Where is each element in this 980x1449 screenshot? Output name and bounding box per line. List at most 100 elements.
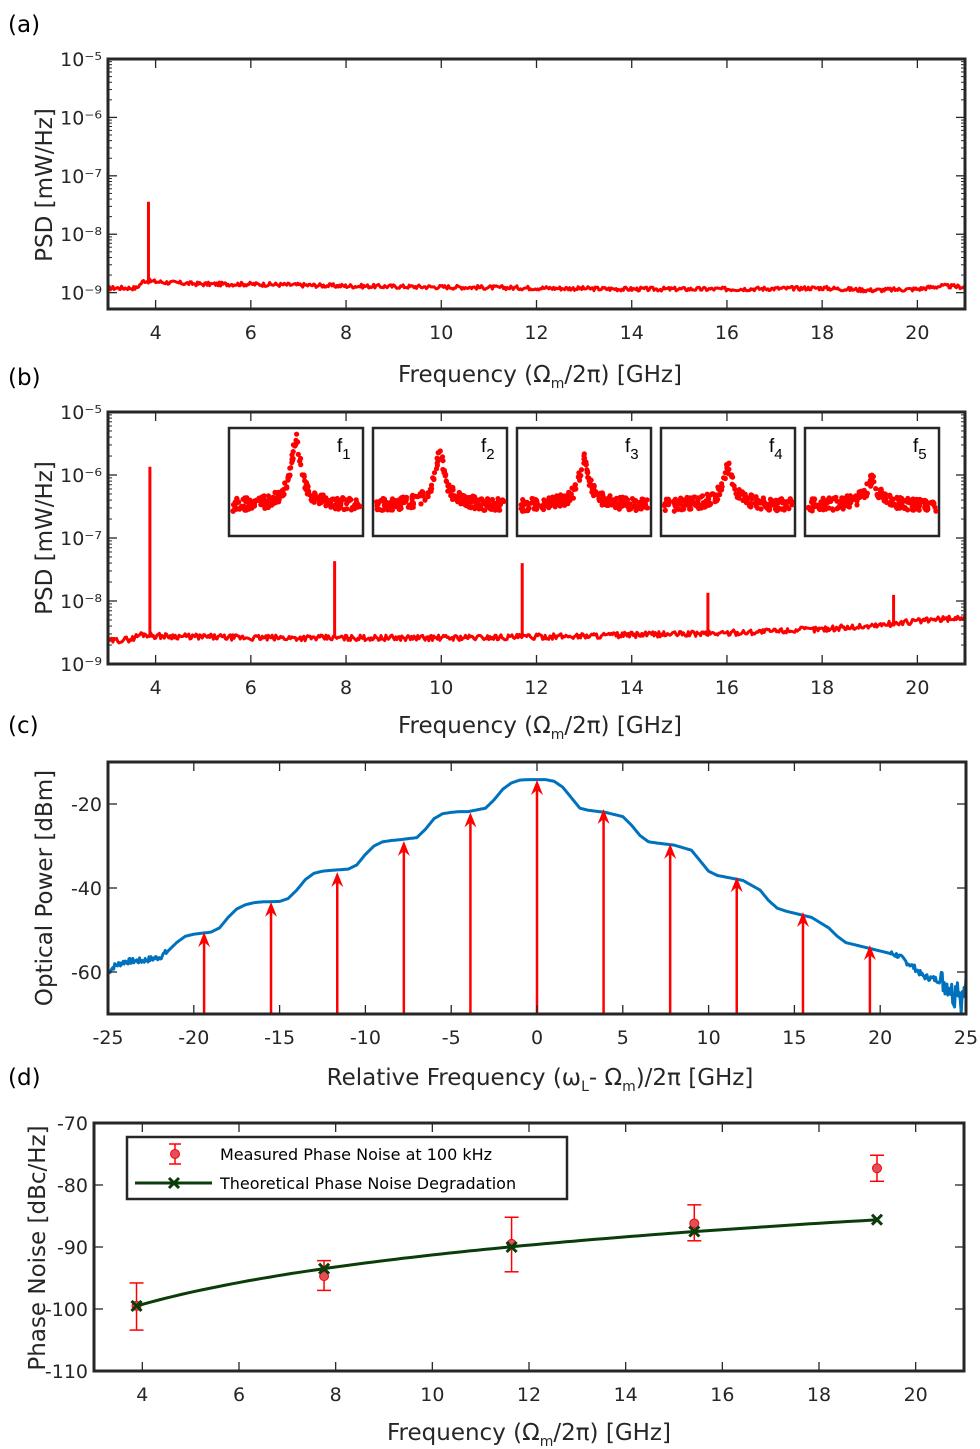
panel-d-phase-noise: 4 6 8 10 12 14 16 18 20 -70 -80 -90 -100 -110 Measure… — [25, 1113, 966, 1449]
inset-point — [676, 506, 682, 512]
inset-label-sub: 5 — [918, 446, 926, 463]
panel-c-xlabel: Relative Frequency (ωL- Ωm)/2π [GHz] — [327, 1065, 754, 1095]
inset-point — [742, 494, 748, 500]
inset-point — [922, 497, 928, 503]
inset-point — [599, 491, 605, 497]
inset-point — [557, 503, 563, 509]
plot-frame — [106, 760, 968, 1016]
inset-point — [678, 495, 684, 501]
inset-point — [554, 493, 560, 499]
x-tick-label: 10 — [697, 1027, 721, 1049]
inset-point — [281, 491, 287, 497]
x-tick-label: 15 — [782, 1027, 806, 1049]
inset-point — [568, 493, 574, 499]
inset-label-sub: 2 — [486, 446, 494, 463]
inset-point — [695, 497, 701, 504]
comb-arrow-head — [331, 872, 344, 888]
x-tick-label: 12 — [524, 322, 548, 344]
inset-point — [642, 503, 649, 510]
inset-point — [581, 451, 587, 457]
inset-point — [425, 490, 431, 496]
inset-point — [533, 501, 539, 507]
inset-point — [480, 500, 486, 506]
inset-point — [234, 500, 240, 506]
inset-point — [779, 506, 786, 512]
panel-label-a: (a) — [8, 12, 40, 38]
inset-point — [287, 465, 293, 471]
inset-point — [420, 493, 426, 499]
x-tick-label: 16 — [710, 1384, 734, 1406]
inset-point — [617, 500, 624, 506]
inset-point — [310, 496, 316, 502]
legend-label-theoretical: Theoretical Phase Noise Degradation — [219, 1174, 516, 1193]
inset-point — [882, 491, 889, 497]
inset-point — [518, 506, 524, 512]
inset-label-sub: 1 — [342, 446, 350, 463]
inset-point — [616, 506, 622, 512]
inset-point — [729, 472, 735, 478]
inset-point — [773, 500, 780, 506]
x-tick-label: -10 — [350, 1027, 381, 1049]
x-tick-label: 25 — [954, 1027, 978, 1049]
comb-arrow — [597, 809, 610, 1014]
theoretical-curve — [136, 1218, 878, 1308]
inset-point — [328, 504, 334, 510]
panel-c-optical-spectrum: -25 -20 -15 -10 -5 0 5 10 15 20 25 -20 -40 -60 Optica… — [32, 760, 978, 1095]
inset-point — [670, 498, 677, 504]
inset-point — [596, 498, 603, 504]
inset-point — [461, 493, 467, 499]
y-tick-label: -100 — [45, 1299, 88, 1321]
comb-arrow — [464, 812, 477, 1014]
x-tick-label: -20 — [178, 1027, 209, 1049]
inset-frame — [515, 426, 653, 538]
inset-point — [320, 492, 326, 498]
inset-point — [662, 507, 668, 513]
inset-point — [641, 497, 647, 503]
theoretical-marker — [505, 1240, 518, 1254]
x-tick-label: 20 — [905, 322, 929, 344]
panel-d-xlabel: Frequency (Ωm/2π) [GHz] — [387, 1420, 671, 1449]
inset-point — [518, 502, 524, 508]
comb-arrow-head — [265, 901, 278, 917]
inset-point — [870, 473, 877, 480]
inset-point — [692, 494, 698, 500]
y-tick-label: -20 — [71, 794, 102, 816]
inset-point — [683, 498, 690, 504]
inset-point — [904, 499, 911, 505]
panel-d-axes: 4 6 8 10 12 14 16 18 20 -70 -80 -90 -100 -110 — [45, 1113, 966, 1406]
inset-point — [819, 500, 825, 506]
legend-marker-theoretical — [135, 1176, 212, 1190]
comb-arrow-head — [597, 809, 610, 825]
panel-d-ylabel: Phase Noise [dBc/Hz] — [25, 1125, 51, 1370]
x-tick-label: 5 — [617, 1027, 629, 1049]
inset-point — [287, 472, 293, 478]
inset-1: f1 — [227, 426, 365, 538]
inset-point — [854, 502, 860, 508]
inset-point — [456, 489, 462, 496]
y-tick-label: 10⁻⁸ — [60, 224, 102, 246]
comb-arrow — [198, 932, 211, 1014]
inset-point — [346, 498, 352, 504]
theoretical-marker — [318, 1262, 331, 1275]
x-tick-label: 12 — [524, 677, 548, 699]
inset-point — [572, 482, 578, 488]
x-tick-label: 12 — [517, 1384, 541, 1406]
inset-point — [233, 506, 239, 512]
inset-point — [293, 442, 299, 448]
inset-point — [861, 493, 867, 499]
inset-point — [695, 503, 701, 509]
inset-point — [743, 500, 749, 506]
inset-4: f4 — [659, 426, 797, 538]
inset-point — [442, 472, 448, 478]
inset-point — [294, 431, 300, 437]
inset-point — [374, 499, 380, 505]
inset-point — [558, 493, 564, 500]
inset-point — [877, 487, 883, 493]
inset-point — [834, 506, 840, 512]
comb-arrow — [531, 780, 543, 1014]
y-tick-label: 10⁻⁷ — [60, 528, 102, 550]
inset-point — [267, 500, 273, 506]
inset-point — [304, 491, 310, 497]
inset-point — [788, 500, 795, 506]
